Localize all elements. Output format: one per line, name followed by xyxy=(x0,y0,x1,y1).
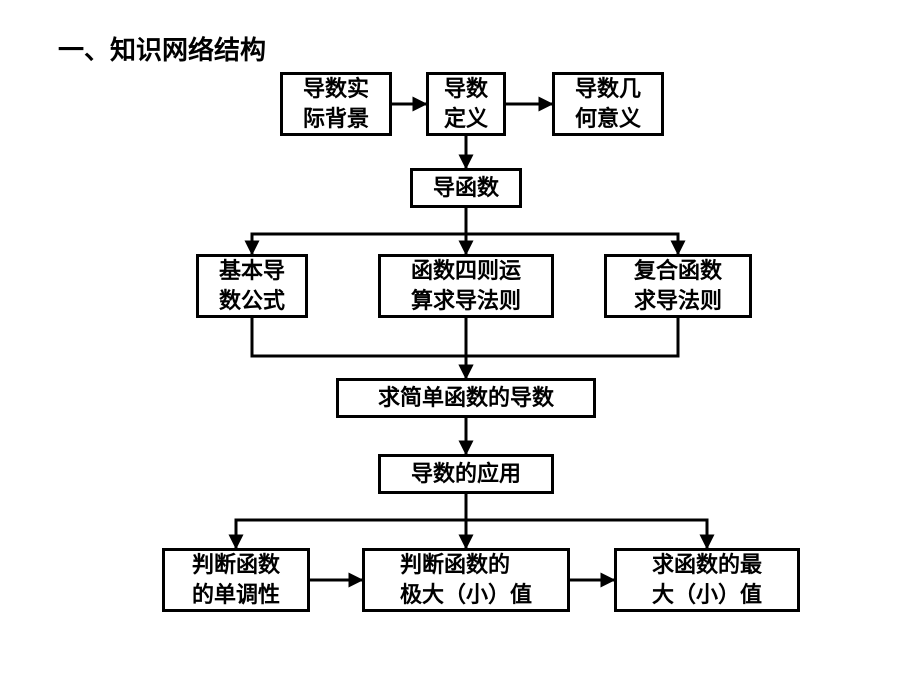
page-title: 一、知识网络结构 xyxy=(58,30,266,67)
node-max-min: 求函数的最 大（小）值 xyxy=(614,548,800,612)
node-monotonicity: 判断函数 的单调性 xyxy=(162,548,310,612)
node-arithmetic-rule: 函数四则运 算求导法则 xyxy=(378,254,554,318)
node-extremum: 判断函数的 极大（小）值 xyxy=(362,548,570,612)
node-simple-deriv: 求简单函数的导数 xyxy=(336,378,596,418)
node-application: 导数的应用 xyxy=(378,454,554,494)
node-definition: 导数 定义 xyxy=(426,72,506,136)
node-background: 导数实 际背景 xyxy=(280,72,392,136)
node-basic-formula: 基本导 数公式 xyxy=(196,254,308,318)
node-composite-rule: 复合函数 求导法则 xyxy=(604,254,752,318)
node-derivative-func: 导函数 xyxy=(410,168,522,208)
node-geometric: 导数几 何意义 xyxy=(552,72,664,136)
